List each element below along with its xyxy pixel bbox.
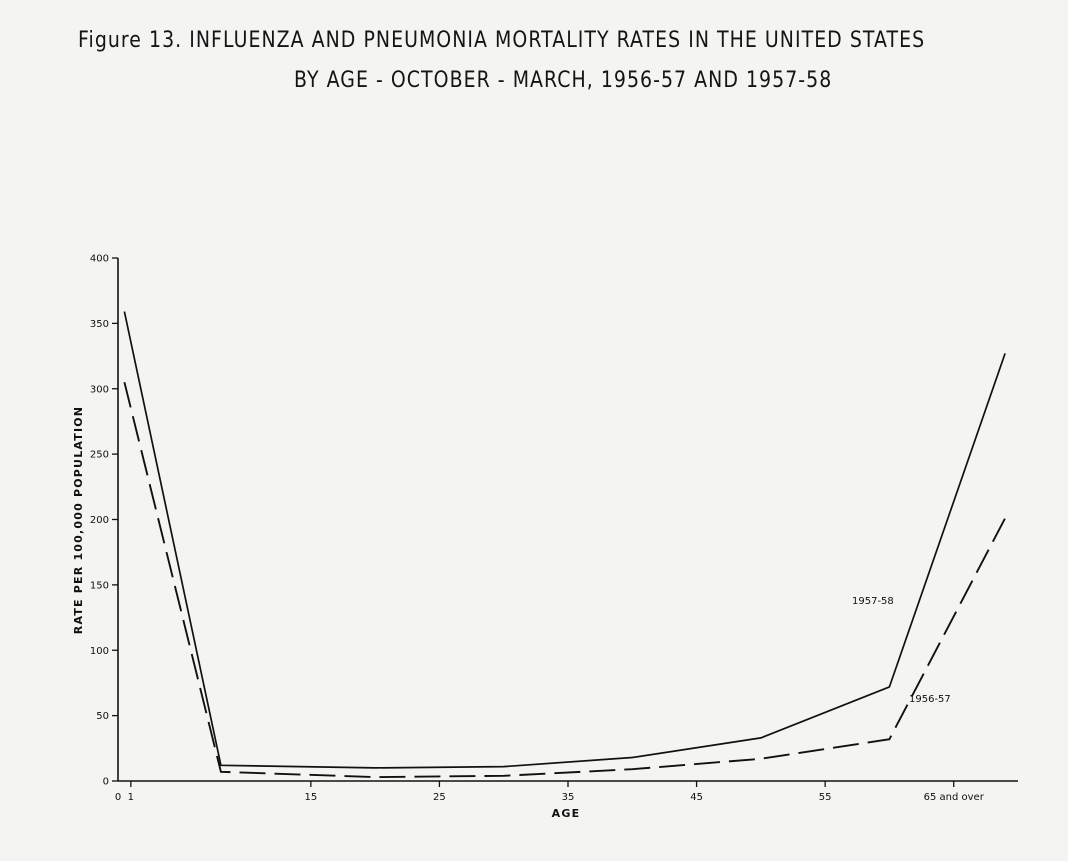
y-tick-label: 50 xyxy=(96,711,109,722)
x-axis-ticks: 0 1 15 25 35 45 55 65 and over xyxy=(115,781,985,803)
x-tick-label: 55 xyxy=(819,792,832,803)
y-tick-label: 200 xyxy=(90,515,109,526)
x-tick-label: 45 xyxy=(690,792,703,803)
chart-axes xyxy=(117,258,1018,782)
y-tick-label: 400 xyxy=(90,254,109,265)
series-lines xyxy=(123,311,1006,779)
series-label-1956-57: 1956-57 xyxy=(909,694,951,705)
y-tick-label: 250 xyxy=(90,450,109,461)
x-tick-label: 15 xyxy=(304,792,317,803)
series-line-1957-58 xyxy=(123,311,1006,769)
x-tick-label: 35 xyxy=(562,792,575,803)
y-tick-label: 350 xyxy=(90,319,109,330)
y-axis-title: RATE PER 100,000 POPULATION xyxy=(72,406,85,634)
series-label-1957-58: 1957-58 xyxy=(852,596,894,607)
y-tick-label: 150 xyxy=(90,580,109,591)
x-tick-label: 25 xyxy=(433,792,446,803)
y-axis-ticks: 0 50 100 150 200 250 300 350 400 xyxy=(90,254,118,788)
figure-title-line-2: BY AGE - OCTOBER - MARCH, 1956-57 AND 19… xyxy=(294,68,833,93)
x-axis-title: AGE xyxy=(552,807,581,820)
series-labels: 1957-58 1956-57 xyxy=(852,596,951,705)
y-tick-label: 0 xyxy=(103,777,109,788)
x-tick-label: 65 and over xyxy=(924,792,985,803)
y-tick-label: 100 xyxy=(90,646,109,657)
figure-title-line-1: Figure 13. INFLUENZA AND PNEUMONIA MORTA… xyxy=(78,28,926,53)
x-tick-label: 1 xyxy=(128,792,134,803)
x-tick-label: 0 xyxy=(115,792,121,803)
series-line-1956-57 xyxy=(123,381,1006,779)
y-tick-label: 300 xyxy=(90,384,109,395)
